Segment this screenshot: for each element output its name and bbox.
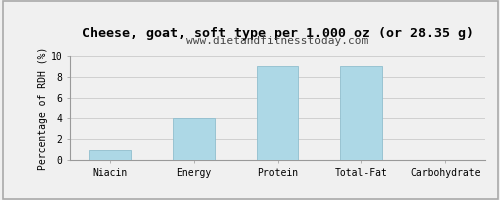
Bar [89,150,131,160]
Title: Cheese, goat, soft type per 1.000 oz (or 28.35 g): Cheese, goat, soft type per 1.000 oz (or… [82,27,473,40]
Bar [172,118,214,160]
Y-axis label: Percentage of RDH (%): Percentage of RDH (%) [38,46,48,170]
Bar [340,66,382,160]
Text: www.dietandfitnesstoday.com: www.dietandfitnesstoday.com [186,36,368,46]
Bar [256,66,298,160]
